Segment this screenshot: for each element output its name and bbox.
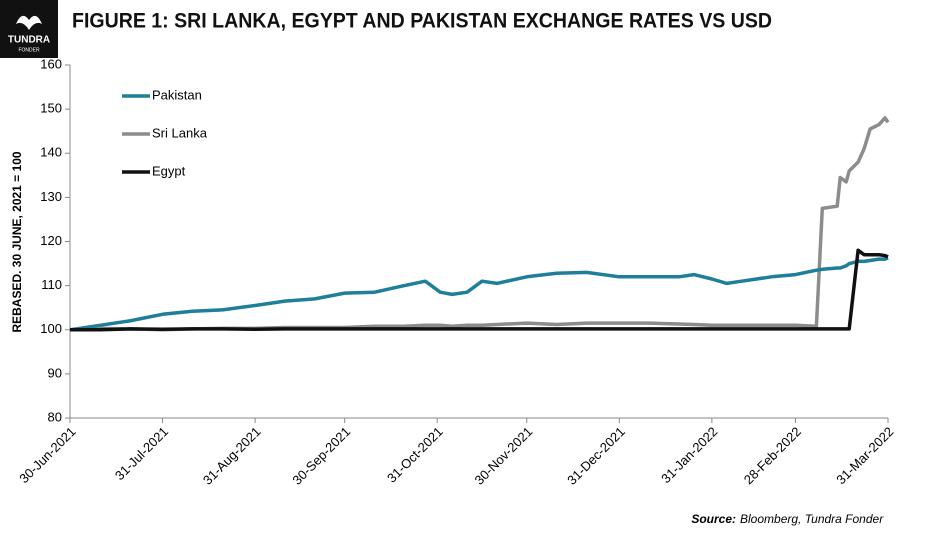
series-line: [70, 248, 889, 332]
y-tick-label: 110: [41, 277, 62, 292]
source: Bloomberg, Tundra Fonder: [740, 512, 884, 526]
legend-label: Pakistan: [152, 87, 202, 102]
x-tick-label: 31-Mar-2022: [833, 424, 896, 487]
legend-label: Sri Lanka: [152, 125, 208, 140]
source-label: Source:: [691, 512, 736, 526]
x-tick-label: 30-Jun-2021: [16, 424, 78, 486]
x-tick-label: 31-Jan-2022: [658, 424, 720, 486]
y-tick-label: 160: [40, 56, 62, 71]
series-line: [69, 256, 889, 332]
legend-label: Egypt: [152, 163, 186, 178]
y-tick-label: 100: [40, 321, 62, 336]
chart-title: FIGURE 1: SRI LANKA, EGYPT AND PAKISTAN …: [72, 10, 772, 33]
series-line: [69, 116, 890, 332]
y-tick-label: 140: [40, 145, 62, 160]
logo-icon: [16, 15, 42, 30]
x-tick-label: 30-Nov-2021: [472, 424, 536, 488]
x-tick-label: 31-Oct-2021: [384, 424, 446, 486]
y-tick-label: 80: [48, 409, 62, 424]
x-tick-label: 31-Dec-2021: [564, 424, 628, 488]
x-tick-label: 31-Aug-2021: [200, 424, 264, 488]
x-tick-label: 30-Sep-2021: [289, 424, 353, 488]
logo-sub: FONDER: [18, 47, 40, 53]
y-tick-label: 120: [40, 233, 62, 248]
x-tick-label: 28-Feb-2022: [741, 424, 804, 487]
y-tick-label: 150: [40, 101, 62, 116]
logo-text: TUNDRA: [8, 35, 50, 46]
y-tick-label: 130: [40, 189, 62, 204]
x-tick-label: 31-Jul-2021: [112, 424, 171, 483]
y-axis-label: REBASED. 30 JUNE, 2021 = 100: [10, 151, 24, 332]
y-tick-label: 90: [48, 365, 62, 380]
